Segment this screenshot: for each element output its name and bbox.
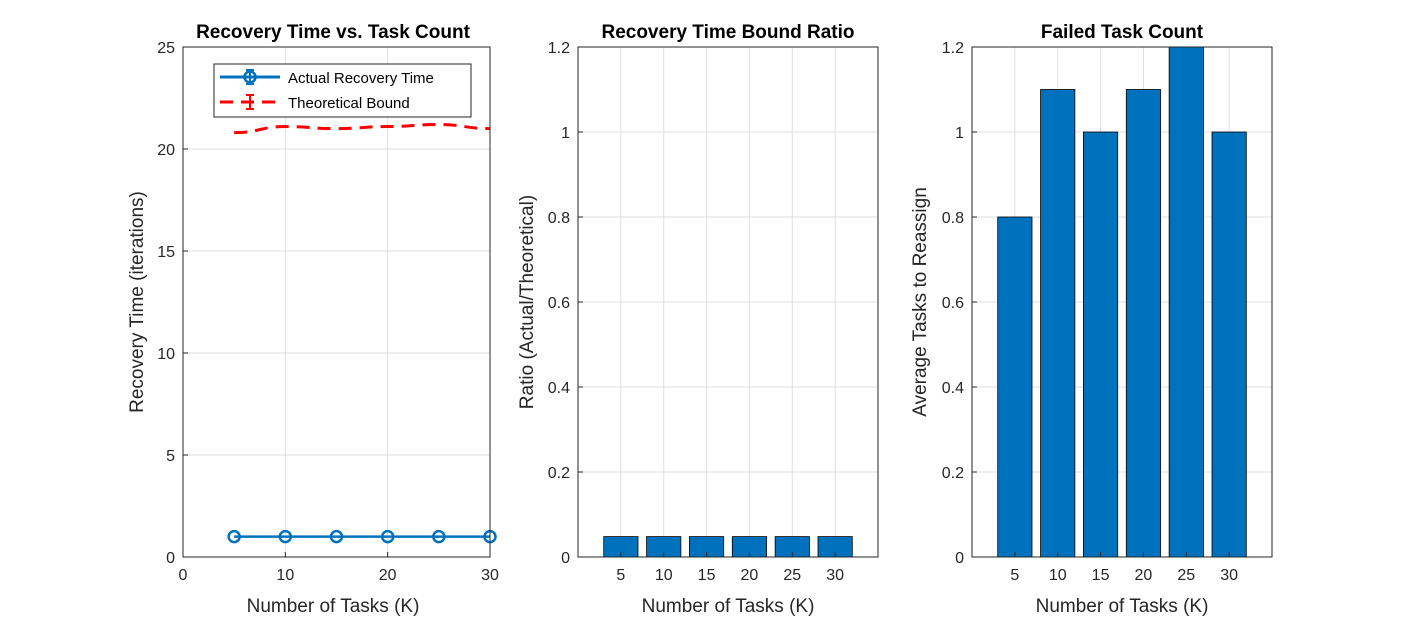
data-point-actual [227, 529, 241, 544]
ticks: 0 0.2 0.4 0.6 0.8 1 1.2 5 10 15 20 25 30 [942, 40, 1238, 584]
x-tick-label: 30 [1220, 567, 1238, 584]
bar [1125, 89, 1161, 558]
x-axis-label: Number of Tasks (K) [642, 596, 815, 617]
legend-entry-actual: Actual Recovery Time [220, 69, 434, 87]
y-tick-label: 15 [157, 244, 175, 261]
y-tick-label: 0.2 [942, 465, 964, 482]
y-tick-label: 0 [955, 550, 964, 567]
y-tick-label: 0 [166, 550, 175, 567]
series-line-theoretical-bound [234, 123, 491, 135]
y-tick-label: 0.8 [548, 210, 570, 227]
x-axis-label: Number of Tasks (K) [247, 596, 420, 617]
y-axis-label: Ratio (Actual/Theoretical) [517, 195, 538, 409]
x-tick-label: 20 [1135, 567, 1153, 584]
x-tick-label: 5 [616, 567, 625, 584]
x-tick-label: 10 [1049, 567, 1067, 584]
y-tick-label: 1.2 [942, 40, 964, 57]
y-tick-label: 0.6 [942, 295, 964, 312]
bar [1168, 46, 1204, 558]
legend-box [213, 63, 472, 118]
x-tick-label: 30 [826, 567, 844, 584]
panel-failed-task-count: Failed Task Count Number of Tasks (K) Av… [910, 22, 1273, 617]
x-tick-label: 20 [379, 567, 397, 584]
x-tick-label: 15 [1092, 567, 1110, 584]
y-tick-label: 0.4 [548, 380, 570, 397]
plot-marks [603, 536, 853, 558]
panel-bound-ratio: Recovery Time Bound Ratio Number of Task… [517, 22, 879, 617]
data-point-actual [329, 529, 344, 544]
y-tick-label: 0.2 [548, 465, 570, 482]
plot-marks [227, 123, 497, 544]
chart-title: Recovery Time Bound Ratio [601, 22, 854, 43]
x-tick-label: 25 [783, 567, 801, 584]
plot-marks [997, 46, 1247, 558]
y-tick-label: 0.4 [942, 380, 964, 397]
y-tick-label: 0.8 [942, 210, 964, 227]
x-tick-label: 10 [276, 567, 294, 584]
chart-title: Failed Task Count [1041, 22, 1204, 43]
y-tick-label: 1 [955, 125, 964, 142]
x-tick-label: 25 [1177, 567, 1195, 584]
chart-title: Recovery Time vs. Task Count [196, 22, 471, 43]
y-tick-label: 0 [561, 550, 570, 567]
legend-label-bound: Theoretical Bound [288, 95, 410, 112]
x-tick-label: 5 [1010, 567, 1019, 584]
bar [1083, 131, 1119, 558]
legend-label-actual: Actual Recovery Time [288, 70, 434, 87]
y-tick-label: 10 [157, 346, 175, 363]
y-axis-label: Average Tasks to Reassign [910, 187, 931, 417]
x-axis-label: Number of Tasks (K) [1036, 596, 1209, 617]
x-tick-label: 10 [655, 567, 673, 584]
y-tick-label: 20 [157, 142, 175, 159]
axes-box [182, 46, 491, 558]
ticks: 0 0.2 0.4 0.6 0.8 1 1.2 5 10 15 20 25 30 [548, 40, 844, 584]
x-tick-label: 30 [481, 567, 499, 584]
y-tick-label: 25 [157, 40, 175, 57]
y-tick-label: 1 [561, 125, 570, 142]
panel-recovery-time: Recovery Time vs. Task Count Number of T… [127, 22, 499, 617]
grid [578, 46, 878, 558]
data-point-actual [432, 529, 446, 544]
legend-entry-bound: Theoretical Bound [220, 94, 410, 112]
data-point-actual [278, 529, 293, 544]
y-tick-label: 5 [166, 448, 175, 465]
legend: Actual Recovery Time Theoretical Bound [213, 63, 472, 118]
bar [1211, 131, 1247, 558]
x-tick-label: 15 [698, 567, 716, 584]
y-axis-label: Recovery Time (iterations) [127, 191, 148, 413]
data-point-actual [380, 529, 395, 544]
y-tick-label: 1.2 [548, 40, 570, 57]
bar [997, 216, 1033, 558]
y-tick-label: 0.6 [548, 295, 570, 312]
x-tick-label: 20 [741, 567, 759, 584]
ticks: 0 5 10 15 20 25 0 10 20 30 [157, 40, 499, 584]
bar [1040, 89, 1076, 558]
x-tick-label: 0 [179, 567, 188, 584]
